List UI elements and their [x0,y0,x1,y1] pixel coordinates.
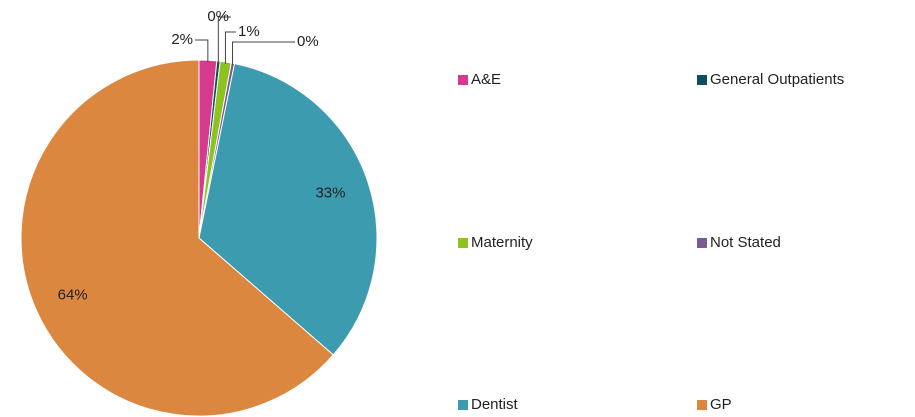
legend-label: Not Stated [710,234,781,251]
legend-label: Maternity [471,234,533,251]
pie [20,59,378,417]
pie-slice [198,62,378,356]
legend-label: Dentist [471,396,519,413]
legend-swatch [697,238,707,248]
data-labels: 2% 0% 1% 0% 33% 64% [58,8,346,304]
leader-line [224,31,236,64]
legend-label: A&E [471,71,501,88]
legend-swatch [458,400,468,410]
leader-line [217,16,231,64]
data-label: 64% [58,287,88,304]
legend-label: General Outpatients [710,71,844,88]
legend-swatch [458,238,468,248]
data-label: 0% [207,8,229,25]
legend: A&E General Outpatients Maternity Not State… [458,71,844,413]
leader-line [232,41,295,66]
data-label: 33% [315,184,345,201]
data-label: 0% [297,33,319,50]
pie-slice [20,59,334,417]
legend-swatch [697,75,707,85]
data-label: 2% [171,31,193,48]
legend-swatch [458,75,468,85]
legend-label: GP [710,396,732,413]
leader-line [195,39,209,63]
legend-swatch [697,400,707,410]
data-label: 1% [238,23,260,40]
